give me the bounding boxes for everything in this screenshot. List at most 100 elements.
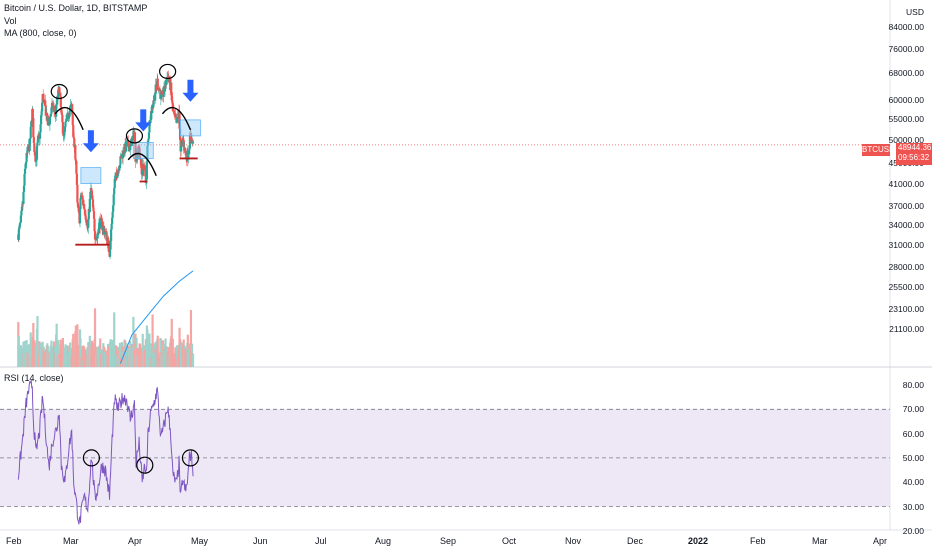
time-tick-label: Jul xyxy=(315,536,327,546)
last-price-badge: 48944.36 09:56:32 xyxy=(896,143,932,165)
candle-body xyxy=(154,93,157,101)
candle-body xyxy=(41,103,44,112)
candle-body xyxy=(116,175,119,179)
candle-body xyxy=(50,107,53,114)
candle-body xyxy=(171,100,174,103)
candle-body xyxy=(60,106,63,113)
candle-body xyxy=(52,105,56,111)
annotation-arc xyxy=(161,106,192,131)
candle-body xyxy=(181,139,184,142)
candle-body xyxy=(32,117,35,138)
candle-body xyxy=(83,203,86,209)
candle-body xyxy=(44,105,47,116)
price-tick-label: 55000.00 xyxy=(888,114,924,125)
candle-body xyxy=(87,219,90,228)
candle-body xyxy=(112,205,115,212)
candle-body xyxy=(105,231,108,241)
candle-body xyxy=(75,173,78,185)
volume-bar xyxy=(132,316,135,367)
candle-body xyxy=(173,111,176,114)
candle-body xyxy=(118,167,121,171)
candle-body xyxy=(74,144,77,160)
candle-body xyxy=(67,117,70,119)
candle-body xyxy=(35,146,39,160)
candle-body xyxy=(20,211,23,216)
rsi-tick-label: 60.00 xyxy=(902,428,924,439)
candle-body xyxy=(158,88,161,91)
candle-body xyxy=(33,143,36,153)
candle-body xyxy=(158,90,161,92)
candle-body xyxy=(108,249,112,257)
volume-bar xyxy=(119,344,122,367)
candle-body xyxy=(23,168,27,174)
candle-body xyxy=(79,198,82,210)
candle-body xyxy=(149,111,153,121)
candle-body xyxy=(84,210,87,216)
candle-body xyxy=(98,222,101,233)
candle-body xyxy=(129,143,132,151)
candle-body xyxy=(75,161,78,174)
time-tick-label: Feb xyxy=(750,536,766,546)
candle-body xyxy=(93,218,96,232)
candle-body xyxy=(101,229,104,231)
candle-body xyxy=(76,184,79,203)
candle-body xyxy=(165,79,168,85)
time-tick-label: Apr xyxy=(128,536,143,546)
volume-bar xyxy=(72,333,75,367)
volume-bar xyxy=(93,308,97,367)
candle-body xyxy=(189,133,193,140)
candle-body xyxy=(159,92,162,100)
price-tick-label: 28000.00 xyxy=(888,261,924,272)
time-tick-label: Mar xyxy=(63,536,79,546)
down-arrow-icon xyxy=(82,130,99,153)
candle-body xyxy=(81,196,84,200)
symbol-title: Bitcoin / U.S. Dollar, 1D, BITSTAMP xyxy=(4,3,148,13)
candle-body xyxy=(80,194,83,197)
ma-legend: MA (800, close, 0) xyxy=(4,28,77,38)
candle-body xyxy=(49,116,52,117)
candle-body xyxy=(90,188,93,191)
rsi-line xyxy=(17,379,194,525)
candle-body xyxy=(100,218,103,220)
candle-body xyxy=(26,146,29,153)
time-tick-label: Apr xyxy=(873,536,888,546)
candle-body xyxy=(29,126,32,139)
candle-body xyxy=(134,141,137,162)
time-tick-label: Feb xyxy=(6,536,22,546)
candle-body xyxy=(191,141,195,144)
candle-body xyxy=(72,125,75,137)
candle-body xyxy=(178,111,181,129)
rsi-annotation-circle xyxy=(82,449,101,467)
candle-body xyxy=(90,190,94,196)
candle-body xyxy=(59,96,62,107)
bar-countdown: 09:56:32 xyxy=(898,153,930,162)
candle-body xyxy=(99,218,102,228)
price-tick-label: 84000.00 xyxy=(888,21,924,32)
candle-body xyxy=(63,131,66,135)
volume-bar xyxy=(151,314,154,367)
candle-body xyxy=(25,152,28,163)
candle-body xyxy=(56,96,59,105)
candle-body xyxy=(36,142,39,147)
candle-body xyxy=(170,82,173,93)
candle-body xyxy=(31,108,34,118)
annotation-arc xyxy=(127,152,157,177)
candle-body xyxy=(88,198,91,212)
candle-body xyxy=(114,176,117,179)
candle-body xyxy=(138,145,141,149)
candle-body xyxy=(44,100,47,106)
candle-body xyxy=(187,154,190,160)
price-tick-label: 37000.00 xyxy=(888,201,924,212)
rsi-tick-label: 80.00 xyxy=(902,380,924,390)
price-tick-label: 50000.00 xyxy=(888,135,924,146)
candle-body xyxy=(46,115,49,126)
time-tick-label: May xyxy=(191,536,209,546)
time-tick-label: Oct xyxy=(502,536,517,546)
candle-body xyxy=(92,211,96,219)
candle-body xyxy=(144,169,147,177)
candle-body xyxy=(127,140,130,147)
candle-body xyxy=(21,203,24,207)
volume-bar xyxy=(113,312,116,367)
